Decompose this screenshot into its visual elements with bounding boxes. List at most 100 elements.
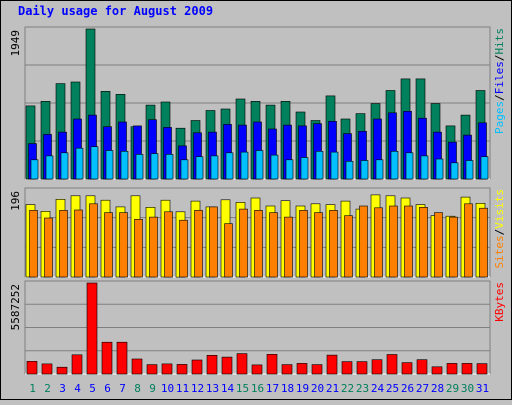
x-tick-label: 18 <box>281 382 294 395</box>
x-tick-label: 16 <box>251 382 264 395</box>
pages-bar <box>150 153 159 180</box>
x-tick-label: 22 <box>341 382 354 395</box>
pages-bar <box>300 157 309 180</box>
kbytes-bar <box>446 363 458 375</box>
pages-bar <box>225 152 234 180</box>
sites-bar <box>119 212 128 278</box>
pages-bar <box>480 156 489 180</box>
chart-title: Daily usage for August 2009 <box>18 4 213 18</box>
pages-bar <box>390 151 399 180</box>
kbytes-bar <box>41 363 53 375</box>
x-tick-label: 31 <box>476 382 489 395</box>
sites-bar <box>344 215 353 278</box>
pages-bar <box>210 155 219 180</box>
kbytes-bar <box>401 362 413 375</box>
x-tick-label: 20 <box>311 382 324 395</box>
kbytes-bar <box>311 364 323 375</box>
pages-bar <box>75 147 84 180</box>
x-tick-label: 11 <box>176 382 189 395</box>
x-tick-label: 21 <box>326 382 339 395</box>
sites-bar <box>464 203 473 278</box>
sites-bar <box>449 216 458 278</box>
pages-bar <box>255 150 264 180</box>
sites-bar <box>254 210 263 278</box>
kbytes-bar <box>251 364 263 375</box>
x-tick-label: 17 <box>266 382 279 395</box>
sites-bar <box>329 210 338 278</box>
kbytes-bar <box>341 361 353 375</box>
kbytes-bar <box>146 364 158 375</box>
pages-bar <box>345 161 354 180</box>
kbytes-bar <box>356 361 368 375</box>
top-legend: Pages/Files/Hits <box>493 28 506 134</box>
x-tick-label: 23 <box>356 382 369 395</box>
x-tick-label: 12 <box>191 382 204 395</box>
pages-bar <box>60 152 69 180</box>
x-tick-label: 26 <box>401 382 414 395</box>
sites-bar <box>89 203 98 278</box>
sites-bar <box>164 211 173 278</box>
pages-bar <box>90 146 99 180</box>
sites-bar <box>314 212 323 278</box>
sites-bar <box>74 209 83 278</box>
pages-bar <box>375 159 384 180</box>
pages-bar <box>450 162 459 180</box>
kbytes-bar <box>266 353 278 375</box>
kbytes-bar <box>161 363 173 375</box>
x-tick-label: 14 <box>221 382 235 395</box>
sites-bar <box>359 205 368 278</box>
legend-files: Files <box>493 61 506 94</box>
pages-bar <box>435 158 444 180</box>
pages-bar <box>195 156 204 180</box>
sites-bar <box>194 210 203 278</box>
kbytes-bar <box>101 341 113 375</box>
x-tick-label: 3 <box>59 382 66 395</box>
sites-bar <box>29 210 38 278</box>
sites-bar <box>434 212 443 278</box>
kbytes-bar <box>131 358 143 375</box>
x-tick-label: 29 <box>446 382 459 395</box>
sites-bar <box>134 219 143 278</box>
sites-bar <box>104 212 113 278</box>
middle-ymax-label: 196 <box>9 191 22 211</box>
kbytes-bar <box>476 363 488 375</box>
pages-bar <box>285 159 294 180</box>
sites-bar <box>404 205 413 278</box>
kbytes-bar <box>116 341 128 375</box>
pages-bar <box>240 151 249 180</box>
kbytes-bar <box>431 366 443 375</box>
pages-bar <box>270 154 279 180</box>
pages-bar <box>330 151 339 180</box>
pages-bar <box>105 150 114 180</box>
sites-bar <box>479 207 488 278</box>
x-tick-label: 27 <box>416 382 429 395</box>
sites-bar <box>224 223 233 278</box>
kbytes-bar <box>206 354 218 375</box>
pages-bar <box>420 155 429 180</box>
legend-separator: / <box>493 55 506 62</box>
kbytes-bar <box>86 282 98 375</box>
kbytes-bar <box>416 359 428 375</box>
pages-bar <box>315 151 324 180</box>
kbytes-bar <box>26 360 38 375</box>
middle-legend: Sites/Visits <box>493 189 506 269</box>
kbytes-bar <box>191 359 203 375</box>
sites-bar <box>209 206 218 278</box>
x-tick-label: 8 <box>134 382 141 395</box>
sites-bar <box>44 217 53 278</box>
legend-sites: Sites <box>493 235 506 268</box>
kbytes-bar <box>461 363 473 375</box>
x-tick-label: 30 <box>461 382 474 395</box>
x-tick-label: 10 <box>161 382 174 395</box>
kbytes-bar <box>176 364 188 375</box>
sites-bar <box>389 205 398 278</box>
x-tick-label: 25 <box>386 382 399 395</box>
kbytes-bar <box>221 356 233 375</box>
sites-bar <box>284 216 293 278</box>
sites-bar <box>179 219 188 278</box>
x-tick-label: 6 <box>104 382 111 395</box>
bottom-legend: KBytes <box>493 282 506 322</box>
sites-bar <box>149 216 158 278</box>
